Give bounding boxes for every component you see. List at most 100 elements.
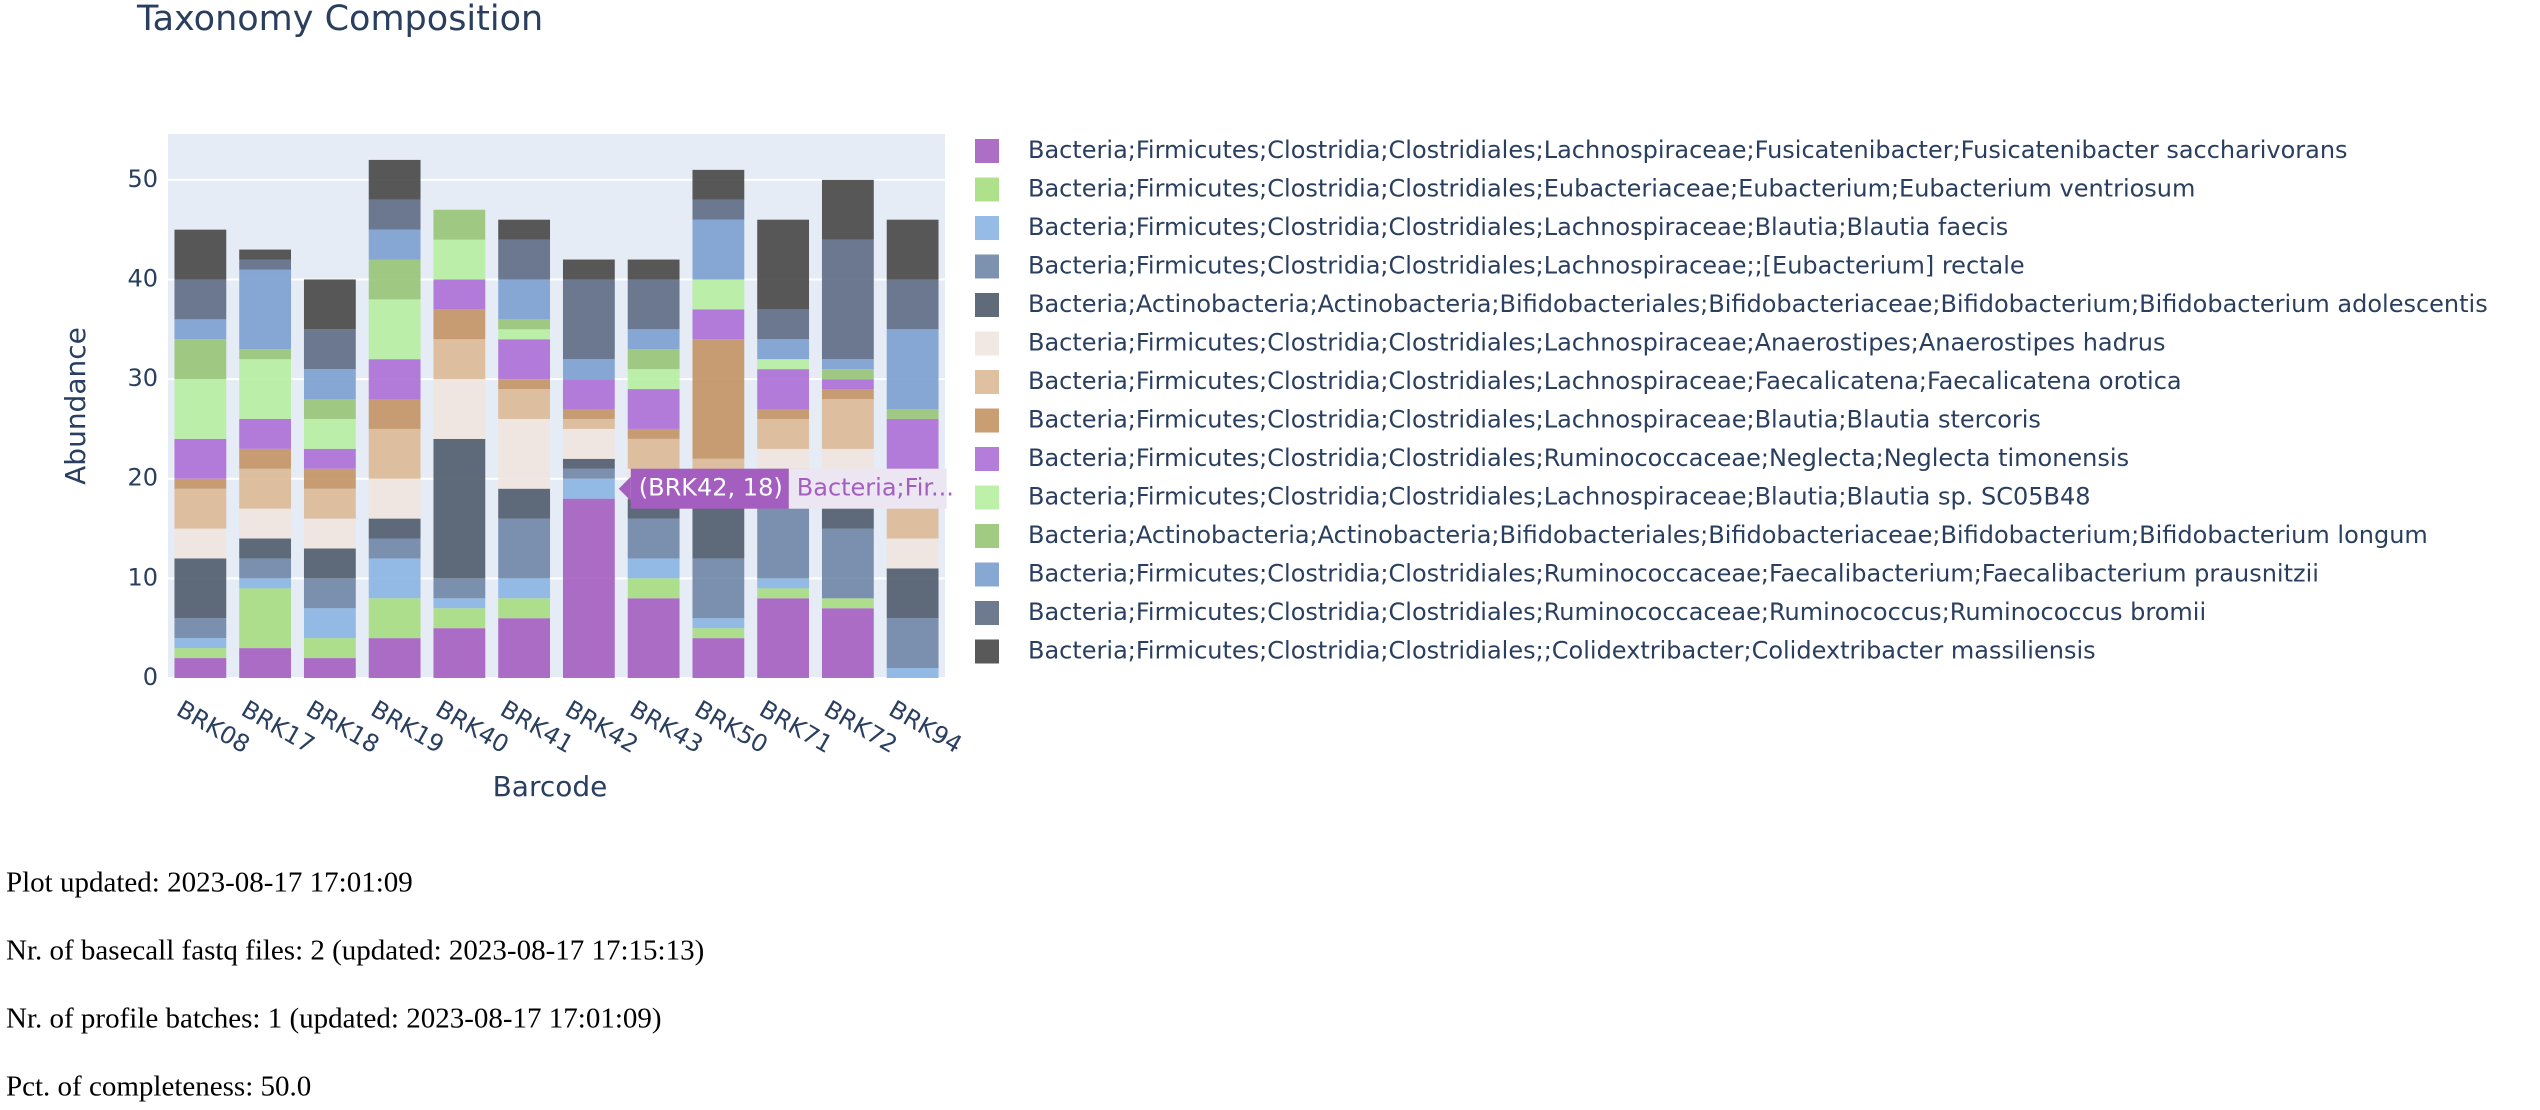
y-tick-label: 30 <box>127 364 158 392</box>
bar-segment <box>757 588 810 599</box>
bar-segment <box>303 548 356 579</box>
bar-segment <box>692 279 745 310</box>
bar-segment <box>368 478 421 519</box>
tooltip-label: (BRK42, 18) <box>639 474 783 502</box>
bar-segment <box>562 428 615 459</box>
bar-segment <box>886 329 939 409</box>
bar-segment <box>239 648 292 678</box>
bar-segment <box>368 229 421 260</box>
bar-segment <box>692 309 745 340</box>
bar-segment <box>821 608 874 678</box>
legend-swatch <box>975 293 999 317</box>
x-tick-label: BRK50 <box>690 695 773 759</box>
legend-label: Bacteria;Actinobacteria;Actinobacteria;B… <box>1028 521 2428 549</box>
bar-segment <box>239 508 292 539</box>
bar-segment <box>562 379 615 409</box>
y-tick-label: 50 <box>127 165 158 193</box>
bar-segment <box>886 668 939 678</box>
y-tick-label: 20 <box>127 464 158 492</box>
bar-segment <box>757 408 810 419</box>
bar-segment <box>562 418 615 429</box>
legend-label: Bacteria;Firmicutes;Clostridia;Clostridi… <box>1028 560 2319 588</box>
y-axis-title: Abundance <box>59 327 92 485</box>
bar-segment <box>174 558 227 619</box>
bar-segment <box>433 309 486 340</box>
bar-segment <box>368 518 421 539</box>
bar-segment <box>821 399 874 449</box>
bar-segment <box>821 598 874 609</box>
bar-segment <box>303 578 356 609</box>
legend-swatch <box>975 331 999 356</box>
bar-segment <box>368 638 421 678</box>
bar-segment <box>757 309 810 340</box>
bar-segment <box>368 598 421 639</box>
bar-segment <box>303 518 356 549</box>
bar-segment <box>174 488 227 529</box>
bar-segment <box>239 349 292 360</box>
bar-segment <box>562 259 615 280</box>
x-tick-label: BRK72 <box>819 695 902 759</box>
bar-segment <box>303 448 356 469</box>
bar-segment <box>239 558 292 579</box>
x-tick-label: BRK42 <box>560 695 643 759</box>
bar-segment <box>498 339 551 380</box>
bar-segment <box>562 498 615 678</box>
bar-segment <box>498 329 551 340</box>
bar-segment <box>498 379 551 390</box>
legend-label: Bacteria;Firmicutes;Clostridia;Clostridi… <box>1028 367 2182 395</box>
bar-segment <box>303 488 356 519</box>
legend-label: Bacteria;Firmicutes;Clostridia;Clostridi… <box>1028 483 2091 511</box>
bar-segment <box>368 359 421 400</box>
legend-label: Bacteria;Firmicutes;Clostridia;Clostridi… <box>1028 136 2348 164</box>
bar-segment <box>757 369 810 409</box>
bar-segment <box>433 209 486 240</box>
bar-segment <box>627 558 680 579</box>
legend-swatch <box>975 216 999 240</box>
tooltip-name-box <box>788 468 947 509</box>
bar-segment <box>239 448 292 469</box>
bar-segment <box>368 399 421 429</box>
bar-segment <box>821 369 874 380</box>
legend-label: Bacteria;Firmicutes;Clostridia;Clostridi… <box>1028 406 2041 434</box>
bar-segment <box>498 279 551 320</box>
bar-segment <box>757 598 810 678</box>
bar-segment <box>821 389 874 400</box>
tooltip-name: Bacteria;Fir... <box>797 474 954 502</box>
bar-segment <box>174 638 227 649</box>
bar-segment <box>368 428 421 479</box>
bar-segment <box>562 279 615 360</box>
bar-segment <box>239 578 292 589</box>
bar-segment <box>368 299 421 360</box>
bar-segment <box>239 418 292 449</box>
legend-swatch <box>975 562 999 587</box>
bar-segment <box>627 428 680 439</box>
status-line: Plot updated: 2023-08-17 17:01:09 <box>6 867 413 899</box>
bar-segment <box>627 329 680 350</box>
x-tick-label: BRK08 <box>172 695 255 759</box>
legend-label: Bacteria;Firmicutes;Clostridia;Clostridi… <box>1028 637 2096 665</box>
bar-segment <box>627 389 680 429</box>
bar-segment <box>239 359 292 419</box>
plot-background <box>168 134 945 678</box>
bar-segment <box>627 349 680 370</box>
y-tick-label: 0 <box>143 663 158 691</box>
legend-label: Bacteria;Firmicutes;Clostridia;Clostridi… <box>1028 329 2165 357</box>
bar-segment <box>821 528 874 599</box>
bar-segment <box>303 329 356 370</box>
y-tick-label: 40 <box>127 264 158 292</box>
bar-segment <box>174 379 227 439</box>
bar-segment <box>174 319 227 340</box>
legend-swatch <box>975 447 999 471</box>
legend-swatch <box>975 139 999 163</box>
bar-segment <box>498 488 551 519</box>
bar-segment <box>562 478 615 499</box>
bar-segment <box>303 658 356 678</box>
bar-segment <box>368 538 421 559</box>
bar-segment <box>433 608 486 629</box>
bar-segment <box>174 648 227 659</box>
bar-segment <box>174 478 227 489</box>
bar-segment <box>886 568 939 619</box>
status-line: Nr. of profile batches: 1 (updated: 2023… <box>6 1003 662 1035</box>
tooltip-arrow <box>618 476 631 501</box>
